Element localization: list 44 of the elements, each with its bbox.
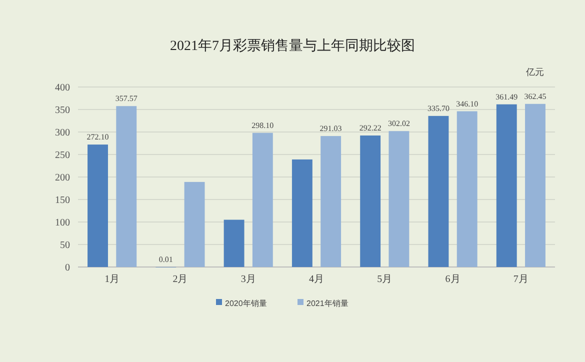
bar xyxy=(428,116,449,267)
bar xyxy=(525,104,546,267)
x-tick-label: 5月 xyxy=(377,274,392,285)
x-tick-label: 6月 xyxy=(445,274,460,285)
bar xyxy=(320,136,342,267)
bar xyxy=(224,220,244,267)
bar xyxy=(116,106,137,267)
y-tick-label: 250 xyxy=(55,150,70,161)
bar xyxy=(292,159,312,267)
y-tick-label: 100 xyxy=(55,218,70,228)
data-label: 362.45 xyxy=(524,92,546,101)
data-label: 361.49 xyxy=(496,92,518,102)
data-label: 0.01 xyxy=(158,254,173,264)
data-label: 298.10 xyxy=(252,120,274,130)
data-label: 302.02 xyxy=(388,119,410,128)
bar xyxy=(456,111,478,267)
x-tick-label: 1月 xyxy=(104,274,120,285)
chart-title: 2021年7月彩票销售量与上年同期比较图 xyxy=(170,38,415,54)
data-label: 346.10 xyxy=(456,99,478,108)
text: 亿元 xyxy=(525,67,544,77)
legend-label: 2020年销量 xyxy=(225,299,267,308)
data-label: 357.57 xyxy=(115,94,138,104)
x-tick-label: 7月 xyxy=(513,274,528,285)
bar xyxy=(360,136,381,267)
data-label: 335.70 xyxy=(427,104,450,113)
data-label: 292.22 xyxy=(359,124,382,132)
y-tick-label: 200 xyxy=(55,172,70,184)
bar xyxy=(496,104,517,267)
bar xyxy=(184,182,205,267)
x-tick-label: 2月 xyxy=(172,274,188,285)
x-tick-label: 3月 xyxy=(240,274,256,285)
bar xyxy=(88,144,108,267)
y-tick-label: 0 xyxy=(65,262,70,274)
legend-label: 2021年销量 xyxy=(306,299,348,308)
y-tick-label: 350 xyxy=(55,105,70,116)
data-label: 291.03 xyxy=(320,124,342,134)
y-tick-label: 50 xyxy=(60,240,70,251)
bar xyxy=(252,132,273,267)
y-tick-label: 300 xyxy=(55,128,70,138)
x-tick-label: 4月 xyxy=(309,274,324,285)
y-tick-label: 150 xyxy=(55,195,70,206)
y-tick-label: 400 xyxy=(55,82,70,94)
bar xyxy=(388,131,410,267)
data-label: 272.10 xyxy=(86,132,109,142)
